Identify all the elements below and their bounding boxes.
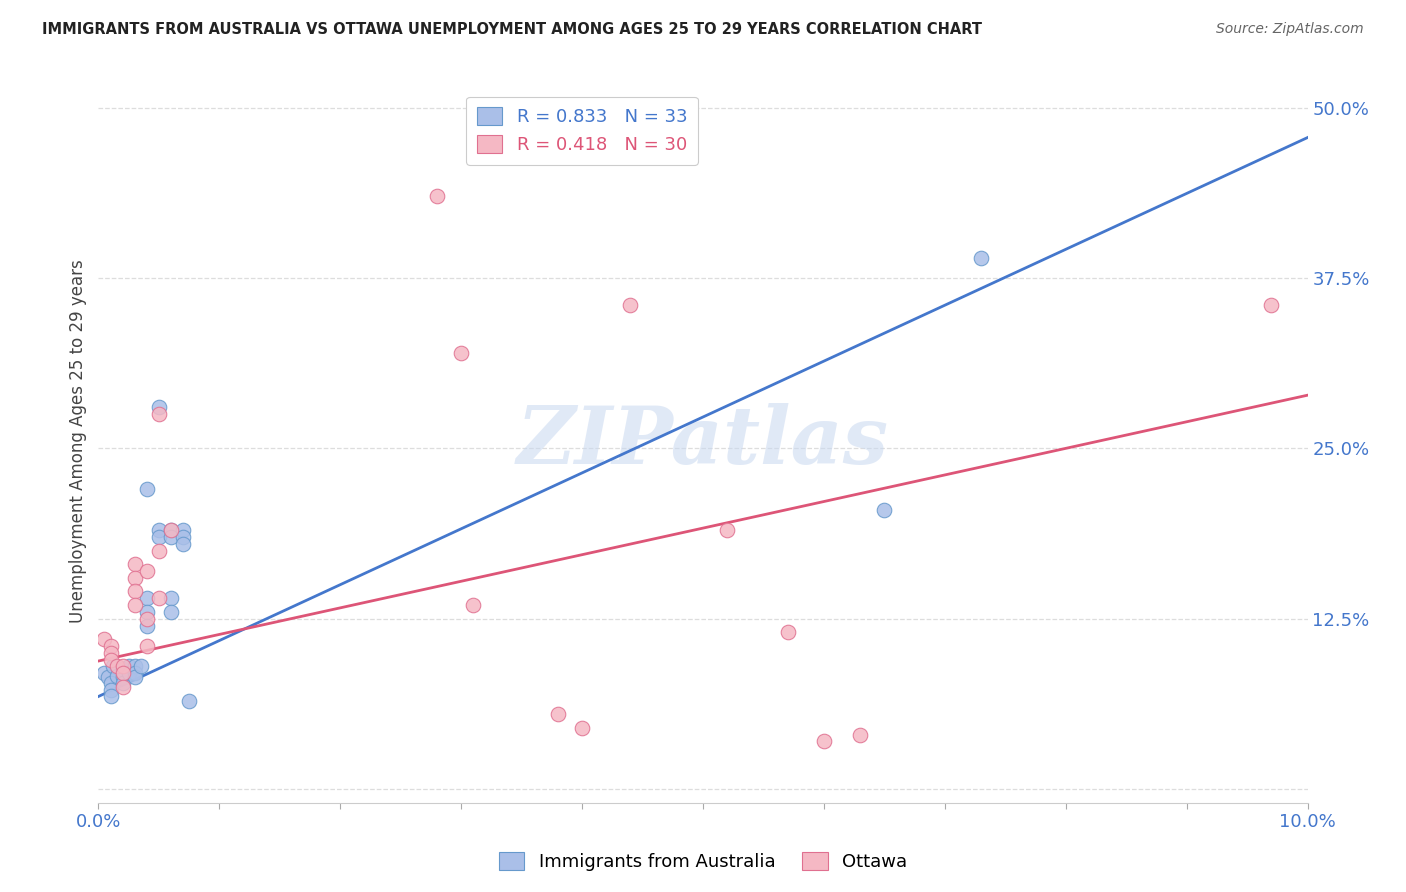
Point xyxy=(135,591,157,606)
Point xyxy=(148,530,170,544)
Point xyxy=(172,523,194,537)
Text: IMMIGRANTS FROM AUSTRALIA VS OTTAWA UNEMPLOYMENT AMONG AGES 25 TO 29 YEARS CORRE: IMMIGRANTS FROM AUSTRALIA VS OTTAWA UNEM… xyxy=(42,22,983,37)
Point xyxy=(118,666,141,681)
Point xyxy=(135,605,157,619)
Point xyxy=(179,693,201,707)
Y-axis label: Unemployment Among Ages 25 to 29 years: Unemployment Among Ages 25 to 29 years xyxy=(69,260,87,624)
Point xyxy=(148,401,170,415)
Point xyxy=(100,690,122,704)
Point xyxy=(450,346,472,360)
Point xyxy=(463,598,485,612)
Point xyxy=(93,632,115,647)
Point xyxy=(100,646,122,660)
Point xyxy=(135,564,157,578)
Legend: Immigrants from Australia, Ottawa: Immigrants from Australia, Ottawa xyxy=(492,846,914,879)
Point xyxy=(111,659,134,673)
Point xyxy=(111,670,134,684)
Point xyxy=(148,407,170,421)
Point xyxy=(776,625,799,640)
Point xyxy=(105,669,128,683)
Point xyxy=(93,666,115,681)
Point xyxy=(97,670,120,684)
Point xyxy=(101,659,124,673)
Point xyxy=(873,502,896,516)
Point xyxy=(100,676,122,690)
Point xyxy=(160,530,183,544)
Point xyxy=(849,728,872,742)
Point xyxy=(148,591,170,606)
Point xyxy=(571,721,593,735)
Point xyxy=(135,618,157,632)
Legend: R = 0.833   N = 33, R = 0.418   N = 30: R = 0.833 N = 33, R = 0.418 N = 30 xyxy=(465,96,699,165)
Point xyxy=(172,530,194,544)
Point xyxy=(426,189,449,203)
Point xyxy=(100,653,122,667)
Point xyxy=(124,670,146,684)
Point xyxy=(547,707,569,722)
Point xyxy=(135,639,157,653)
Point xyxy=(129,659,152,673)
Point xyxy=(148,523,170,537)
Point xyxy=(111,666,134,681)
Point xyxy=(970,251,993,265)
Point xyxy=(124,558,146,572)
Point xyxy=(100,639,122,653)
Point xyxy=(1260,298,1282,312)
Point xyxy=(172,537,194,551)
Point xyxy=(160,591,183,606)
Point xyxy=(148,543,170,558)
Point xyxy=(124,666,146,681)
Point xyxy=(111,680,134,694)
Point xyxy=(135,482,157,496)
Point xyxy=(160,523,183,537)
Text: Source: ZipAtlas.com: Source: ZipAtlas.com xyxy=(1216,22,1364,37)
Point xyxy=(135,612,157,626)
Point xyxy=(124,598,146,612)
Point xyxy=(813,734,835,748)
Point xyxy=(105,659,128,673)
Point xyxy=(124,571,146,585)
Point xyxy=(160,605,183,619)
Point xyxy=(118,659,141,673)
Point xyxy=(124,584,146,599)
Point xyxy=(124,659,146,673)
Point xyxy=(619,298,641,312)
Point xyxy=(111,676,134,690)
Point xyxy=(111,662,134,676)
Text: ZIPatlas: ZIPatlas xyxy=(517,403,889,480)
Point xyxy=(160,523,183,537)
Point xyxy=(100,682,122,697)
Point xyxy=(716,523,738,537)
